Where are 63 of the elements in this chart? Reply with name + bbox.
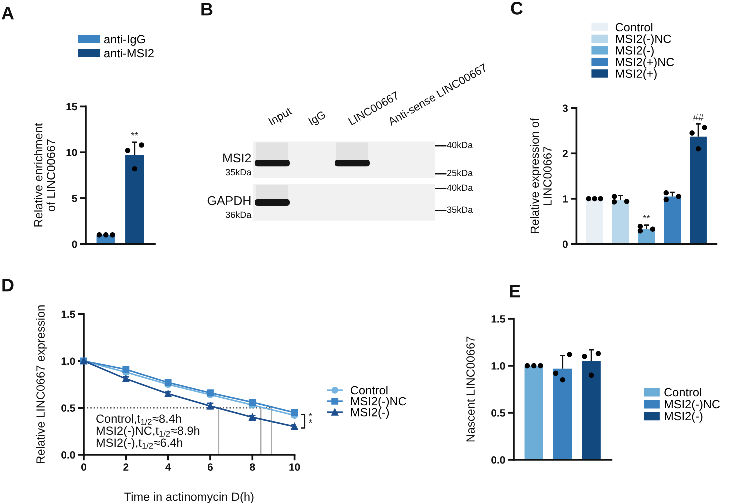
text: 36kDa: [226, 212, 252, 218]
x-tick-label: 4: [166, 464, 172, 471]
legend-label: MSI2(+)NC: [616, 58, 674, 69]
y-tick-label: 10: [66, 149, 78, 156]
chart-title: D: [2, 279, 14, 292]
legend-label: MSI2(-)NC: [351, 397, 406, 408]
x-tick-label: 2: [124, 464, 129, 471]
annotation: ##: [693, 114, 704, 121]
y-tick-label: 0.0: [492, 456, 506, 464]
y-axis-title: Relative expression of LINC00667: [530, 118, 552, 234]
x-axis-title: Time in actinomycin D(h): [124, 492, 254, 504]
text: 35kDa: [226, 168, 252, 176]
annotation: MSI2(-)NC,t$_{1/2}$≈8.9h: [96, 426, 200, 438]
annotation: Control,t$_{1/2}$≈8.4h: [96, 414, 182, 425]
y-axis-title: Relative enrichment of LINC00667: [34, 123, 56, 227]
legend-label: MSI2(-)NC: [665, 400, 720, 411]
text: B: [202, 3, 213, 16]
text: 25kDa: [447, 170, 474, 176]
legend-label: anti-IgG: [104, 35, 146, 46]
annotation: *: [308, 420, 313, 424]
chart-title: C: [511, 2, 524, 15]
y-tick-label: 3: [562, 104, 568, 112]
legend-label: MSI2(-): [665, 412, 703, 423]
y-tick-label: 0.5: [62, 404, 76, 412]
legend-label: anti-MSI2: [104, 48, 154, 58]
y-tick-label: 1: [563, 196, 568, 203]
text: GAPDH: [208, 196, 251, 206]
y-tick-label: 15: [66, 103, 78, 111]
y-axis-title: Relative LINC0667 expression: [36, 306, 48, 464]
annotation: **: [131, 132, 139, 136]
chart-title: A: [2, 7, 14, 20]
y-tick-label: 1.0: [62, 358, 76, 366]
x-tick-label: 0: [82, 464, 86, 471]
y-tick-label: 2: [562, 150, 568, 158]
y-tick-label: 0: [72, 240, 78, 248]
legend-label: MSI2(+): [616, 69, 657, 80]
x-tick-label: 6: [208, 464, 213, 471]
y-tick-label: 1.0: [492, 362, 506, 370]
y-tick-label: 1.5: [492, 316, 506, 323]
y-tick-label: 0.0: [62, 452, 76, 459]
chart-title: E: [510, 285, 520, 298]
category-label: Input: [268, 107, 294, 128]
x-tick-label: 10: [290, 464, 300, 471]
x-tick-label: 8: [250, 464, 256, 471]
annotation: MSI2(-),t$_{1/2}$≈6.4h: [96, 438, 183, 450]
annotation: **: [643, 215, 650, 219]
category-label: IgG: [308, 110, 328, 128]
legend-label: Control: [616, 23, 653, 32]
y-tick-label: 0: [562, 240, 568, 248]
text: 40kDa: [447, 142, 474, 148]
y-tick-label: 5: [72, 195, 78, 202]
text: MSI2: [224, 154, 252, 163]
text: 40kDa: [447, 184, 474, 192]
legend-label: MSI2(-): [351, 408, 390, 420]
text: 35kDa: [447, 206, 474, 214]
y-axis-title: Nascent LINC00667: [466, 336, 475, 442]
y-tick-label: 1.5: [62, 310, 76, 318]
annotation: *: [308, 413, 313, 417]
legend-label: Control: [351, 386, 388, 395]
legend-label: MSI2(-)NC: [616, 34, 672, 46]
legend-label: Control: [664, 388, 702, 397]
y-tick-label: 0.5: [492, 410, 506, 417]
legend-label: MSI2(-): [616, 46, 654, 58]
